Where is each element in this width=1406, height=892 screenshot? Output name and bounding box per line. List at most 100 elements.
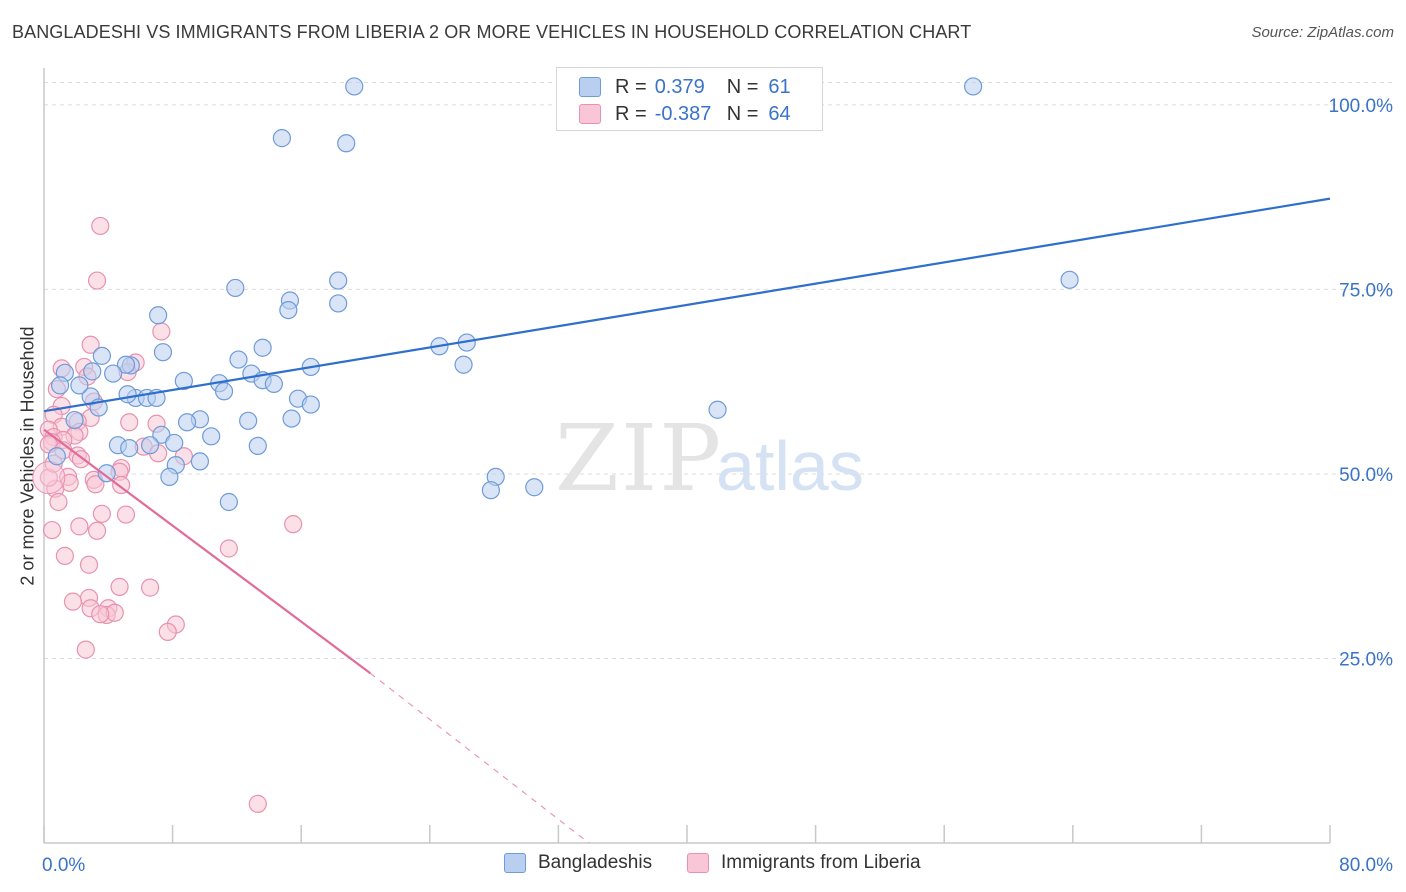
data-point-bangladeshis: [264, 374, 283, 394]
trend-line-liberia: [43, 428, 371, 675]
trend-line-bangladeshis: [43, 197, 1331, 413]
data-point-liberia: [81, 335, 100, 354]
data-point-bangladeshis: [70, 376, 89, 395]
data-point-bangladeshis: [1060, 270, 1079, 289]
trend-lines: [43, 197, 1331, 844]
data-point-bangladeshis: [214, 382, 234, 401]
legend-swatch-blue: [504, 853, 526, 873]
legend-swatch-blue: [579, 77, 601, 97]
data-point-bangladeshis: [174, 371, 193, 391]
data-point-liberia: [55, 546, 74, 565]
data-point-bangladeshis: [229, 350, 248, 369]
data-point-bangladeshis: [97, 464, 116, 483]
data-point-bangladeshis: [525, 478, 544, 497]
data-point-bangladeshis: [140, 436, 160, 455]
data-point-bangladeshis: [337, 134, 356, 153]
data-point-liberia: [110, 577, 129, 596]
data-point-liberia: [120, 413, 139, 432]
data-point-liberia: [42, 520, 62, 540]
n-value: 64: [768, 102, 791, 125]
y-tick-label: 25.0%: [1339, 649, 1393, 670]
correlation-legend: R = 0.379 N = 61 R = -0.387 N = 64: [556, 67, 823, 131]
data-point-bangladeshis: [118, 385, 137, 404]
legend-item-liberia[interactable]: Immigrants from Liberia: [687, 852, 921, 874]
data-point-bangladeshis: [279, 300, 298, 320]
data-point-liberia: [92, 504, 111, 523]
n-label: N =: [726, 102, 759, 125]
data-point-bangladeshis: [219, 492, 238, 512]
axes: [43, 68, 1331, 844]
data-point-liberia: [79, 555, 99, 574]
x-tick-label-min: 0.0%: [42, 855, 85, 876]
data-point-bangladeshis: [120, 439, 139, 458]
data-point-liberia: [70, 517, 89, 536]
data-point-liberia: [140, 578, 160, 597]
watermark: ZIP atlas: [555, 405, 864, 512]
data-point-bangladeshis: [964, 77, 983, 96]
data-point-liberia: [152, 322, 171, 341]
data-point-bangladeshis: [104, 364, 123, 383]
data-point-bangladeshis: [165, 433, 184, 453]
r-label: R =: [615, 75, 647, 98]
data-point-liberia: [248, 794, 267, 813]
watermark-atlas: atlas: [716, 427, 864, 505]
legend-row-bangladeshis: R = 0.379 N = 61: [579, 75, 791, 99]
data-point-bangladeshis: [153, 343, 173, 362]
data-point-liberia: [284, 515, 303, 534]
data-point-bangladeshis: [272, 129, 292, 148]
data-point-bangladeshis: [190, 452, 210, 471]
data-point-liberia: [158, 622, 177, 642]
data-point-bangladeshis: [83, 362, 102, 381]
data-point-bangladeshis: [253, 338, 272, 357]
data-point-bangladeshis: [282, 409, 301, 428]
r-value: 0.379: [654, 75, 705, 98]
data-point-bangladeshis: [152, 425, 171, 444]
data-point-bangladeshis: [65, 410, 84, 430]
r-value: -0.387: [654, 102, 712, 125]
data-point-bangladeshis: [177, 413, 197, 432]
data-point-bangladeshis: [149, 306, 168, 325]
data-point-liberia: [116, 505, 136, 524]
data-point-bangladeshis: [329, 271, 348, 290]
r-label: R =: [615, 102, 647, 125]
data-point-bangladeshis: [481, 481, 500, 500]
legend-item-bangladeshis[interactable]: Bangladeshis: [504, 852, 652, 874]
data-point-liberia: [49, 492, 68, 512]
data-point-liberia-large: [32, 461, 66, 495]
data-point-bangladeshis: [226, 278, 245, 298]
data-point-bangladeshis: [248, 436, 267, 456]
series-liberia: [32, 216, 303, 813]
trend-line-liberia-extrapolated: [369, 672, 590, 844]
data-point-bangladeshis: [116, 355, 136, 374]
tick-labels: 25.0% 50.0% 75.0% 100.0% 0.0% 80.0%: [42, 96, 1393, 876]
watermark-zip: ZIP: [555, 405, 723, 512]
data-point-bangladeshis: [202, 427, 221, 446]
chart-title: BANGLADESHI VS IMMIGRANTS FROM LIBERIA 2…: [12, 22, 972, 42]
y-tick-label: 75.0%: [1339, 280, 1393, 301]
data-point-liberia: [76, 640, 95, 659]
data-point-bangladeshis: [454, 355, 473, 374]
legend-row-liberia: R = -0.387 N = 64: [579, 102, 791, 126]
n-value: 61: [768, 75, 791, 98]
data-point-liberia: [87, 521, 107, 540]
data-point-liberia: [91, 216, 110, 236]
legend-label: Immigrants from Liberia: [721, 852, 921, 873]
series-bangladeshis: [47, 77, 1079, 512]
data-point-bangladeshis: [708, 400, 727, 419]
n-label: N =: [726, 75, 759, 98]
data-point-bangladeshis: [92, 346, 111, 365]
data-point-liberia: [91, 605, 110, 624]
data-point-liberia: [86, 475, 105, 494]
series-legend: Bangladeshis Immigrants from Liberia: [0, 852, 1406, 878]
y-tick-label: 50.0%: [1339, 465, 1393, 486]
data-point-bangladeshis: [329, 294, 348, 313]
data-point-bangladeshis: [50, 376, 70, 395]
data-point-bangladeshis: [160, 467, 179, 487]
data-point-liberia: [219, 539, 238, 558]
legend-swatch-pink: [687, 853, 709, 873]
x-tick-label-max: 80.0%: [1339, 855, 1393, 876]
legend-label: Bangladeshis: [538, 852, 653, 873]
data-point-bangladeshis: [345, 77, 364, 96]
y-tick-label: 100.0%: [1329, 96, 1394, 117]
